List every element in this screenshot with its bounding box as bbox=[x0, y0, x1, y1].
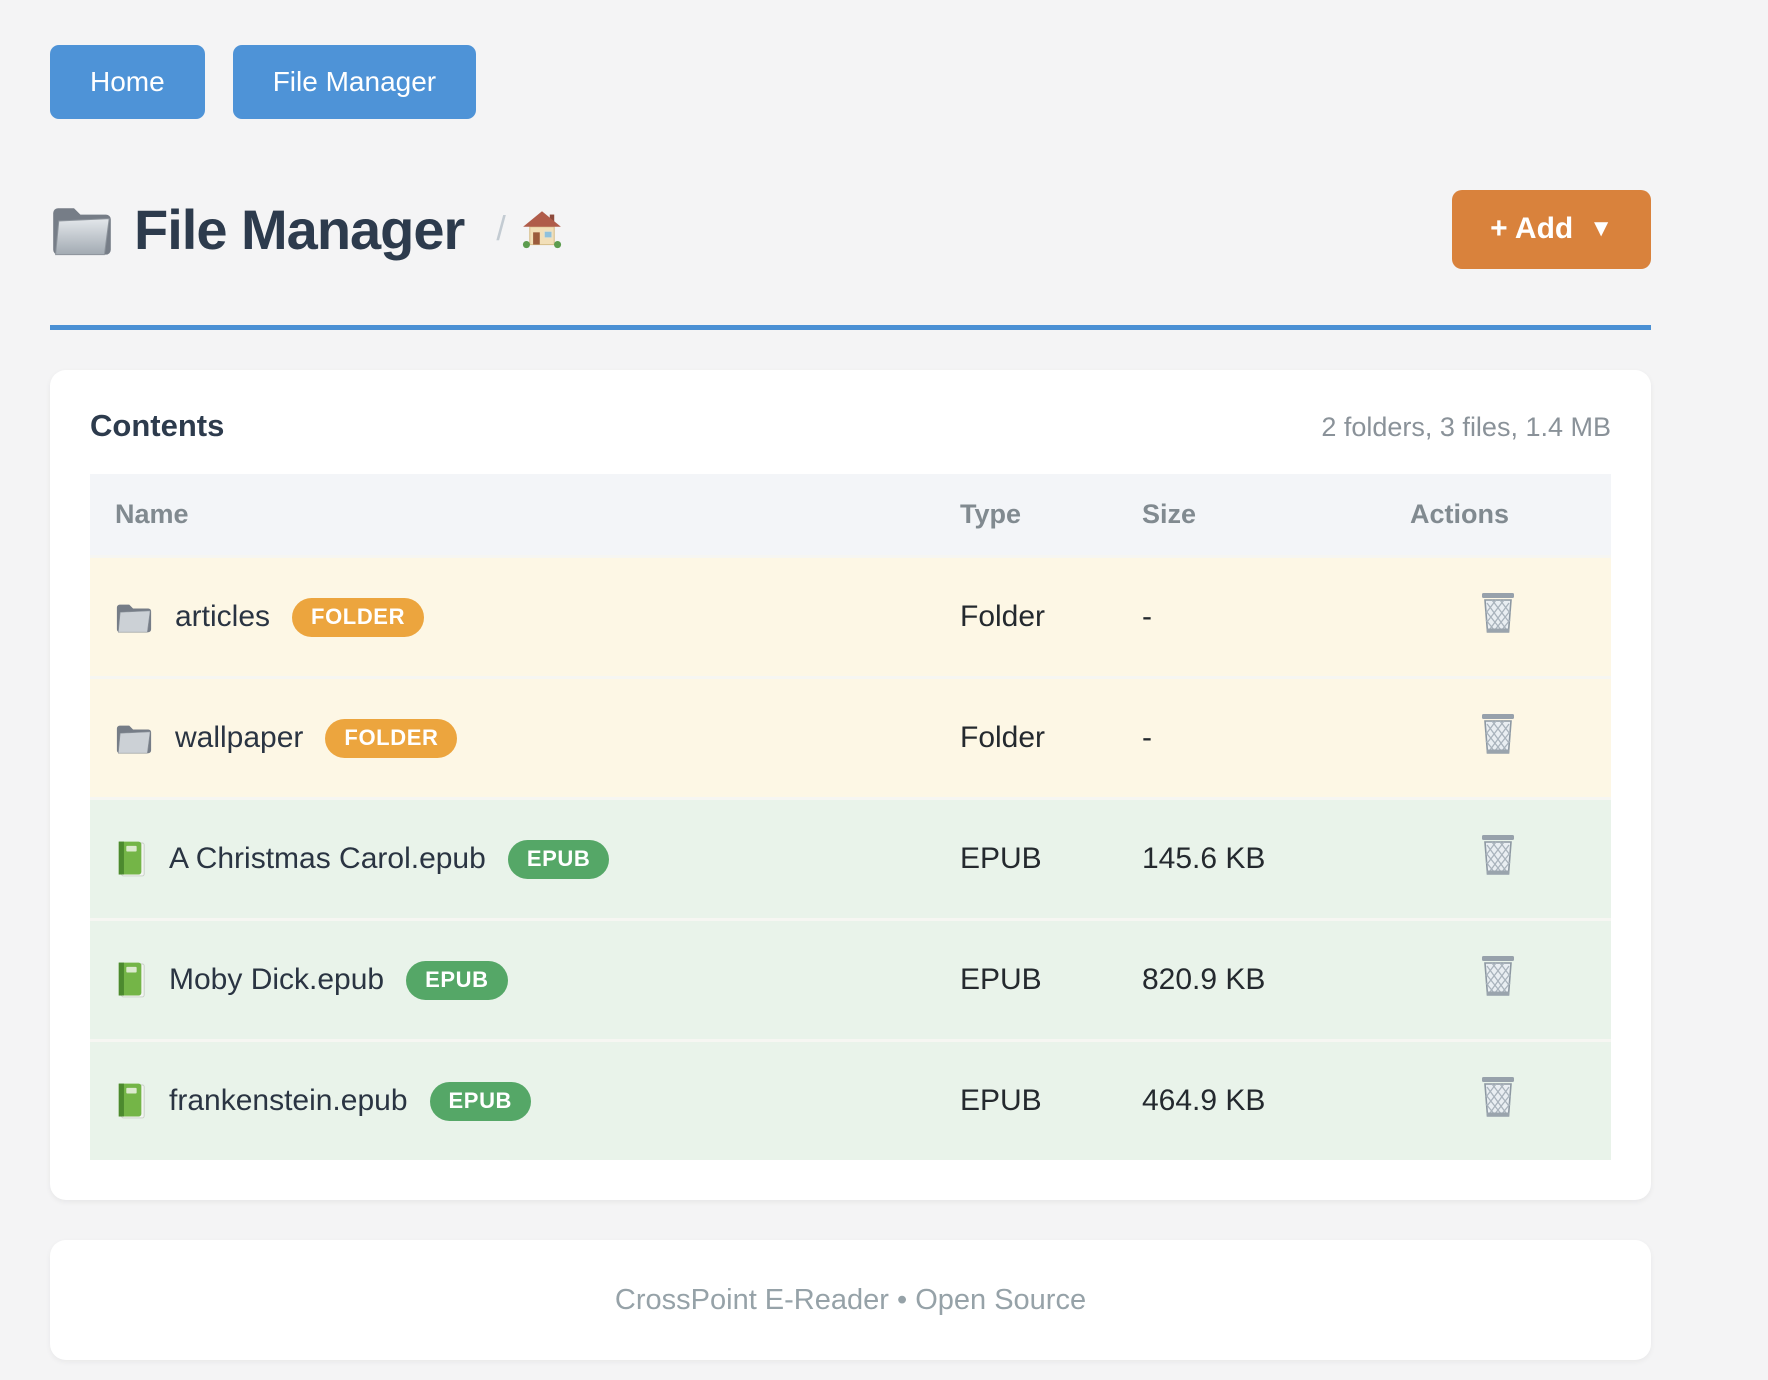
file-row[interactable]: frankenstein.epub EPUB EPUB 464.9 KB bbox=[90, 1039, 1611, 1160]
delete-button[interactable] bbox=[1478, 1075, 1518, 1119]
trash-icon bbox=[1482, 835, 1514, 875]
type-badge: FOLDER bbox=[292, 597, 425, 637]
book-icon bbox=[118, 1083, 145, 1119]
home-icon[interactable] bbox=[522, 209, 562, 249]
row-name[interactable]: articles bbox=[175, 600, 271, 633]
column-header-type: Type bbox=[935, 474, 1117, 557]
row-type: Folder bbox=[935, 555, 1117, 678]
folder-row[interactable]: wallpaper FOLDER Folder - bbox=[90, 676, 1611, 799]
contents-card: Contents 2 folders, 3 files, 1.4 MB Name… bbox=[50, 370, 1651, 1200]
nav-file-manager-button[interactable]: File Manager bbox=[232, 45, 477, 119]
row-type: EPUB bbox=[935, 918, 1117, 1041]
folder-icon bbox=[116, 725, 152, 754]
header-divider bbox=[50, 325, 1651, 330]
add-button[interactable]: + Add ▼ bbox=[1452, 189, 1651, 269]
row-name[interactable]: wallpaper bbox=[175, 721, 304, 754]
contents-summary: 2 folders, 3 files, 1.4 MB bbox=[1321, 412, 1611, 442]
table-header-row: Name Type Size Actions bbox=[90, 474, 1611, 557]
contents-table: Name Type Size Actions ar bbox=[90, 474, 1611, 1160]
folder-icon bbox=[53, 208, 111, 256]
page-title: File Manager bbox=[134, 197, 465, 261]
column-header-size: Size bbox=[1117, 474, 1385, 557]
column-header-name: Name bbox=[90, 474, 935, 557]
trash-icon bbox=[1482, 593, 1514, 633]
type-badge: EPUB bbox=[406, 960, 508, 1000]
title-group: File Manager / bbox=[50, 197, 562, 262]
type-badge: EPUB bbox=[429, 1081, 532, 1121]
file-row[interactable]: Moby Dick.epub EPUB EPUB 820.9 KB bbox=[90, 918, 1611, 1041]
row-name[interactable]: Moby Dick.epub bbox=[169, 963, 385, 996]
footer-text: CrossPoint E-Reader • Open Source bbox=[614, 1283, 1087, 1316]
caret-down-icon: ▼ bbox=[1589, 215, 1613, 242]
folder-icon bbox=[116, 604, 152, 633]
row-size: 464.9 KB bbox=[1117, 1039, 1385, 1160]
row-size: - bbox=[1117, 676, 1385, 799]
row-type: EPUB bbox=[935, 797, 1117, 920]
book-icon bbox=[118, 962, 145, 998]
row-type: EPUB bbox=[935, 1039, 1117, 1160]
row-name[interactable]: A Christmas Carol.epub bbox=[169, 842, 486, 875]
contents-card-header: Contents 2 folders, 3 files, 1.4 MB bbox=[90, 408, 1611, 444]
trash-icon bbox=[1482, 1077, 1514, 1117]
page-header: File Manager / + Add ▼ bbox=[50, 189, 1651, 269]
delete-button[interactable] bbox=[1478, 833, 1518, 877]
row-size: - bbox=[1117, 555, 1385, 678]
row-size: 145.6 KB bbox=[1117, 797, 1385, 920]
contents-heading: Contents bbox=[90, 408, 225, 443]
delete-button[interactable] bbox=[1478, 591, 1518, 635]
row-size: 820.9 KB bbox=[1117, 918, 1385, 1041]
row-type: Folder bbox=[935, 676, 1117, 799]
delete-button[interactable] bbox=[1478, 712, 1518, 756]
top-nav: Home File Manager bbox=[50, 45, 1651, 119]
breadcrumb-separator: / bbox=[496, 209, 506, 248]
row-name[interactable]: frankenstein.epub bbox=[169, 1084, 408, 1117]
breadcrumb: / bbox=[496, 209, 561, 249]
column-header-actions: Actions bbox=[1385, 474, 1611, 557]
nav-home-button[interactable]: Home bbox=[50, 45, 205, 119]
footer-card: CrossPoint E-Reader • Open Source bbox=[50, 1240, 1651, 1360]
contents-table-body: articles FOLDER Folder - bbox=[90, 555, 1611, 1160]
book-icon bbox=[118, 841, 145, 877]
trash-icon bbox=[1482, 956, 1514, 996]
type-badge: EPUB bbox=[507, 839, 610, 879]
file-row[interactable]: A Christmas Carol.epub EPUB EPUB 145.6 K… bbox=[90, 797, 1611, 920]
trash-icon bbox=[1482, 714, 1514, 754]
delete-button[interactable] bbox=[1478, 954, 1518, 998]
folder-row[interactable]: articles FOLDER Folder - bbox=[90, 555, 1611, 678]
add-button-label: + Add bbox=[1490, 212, 1574, 245]
type-badge: FOLDER bbox=[325, 718, 458, 758]
